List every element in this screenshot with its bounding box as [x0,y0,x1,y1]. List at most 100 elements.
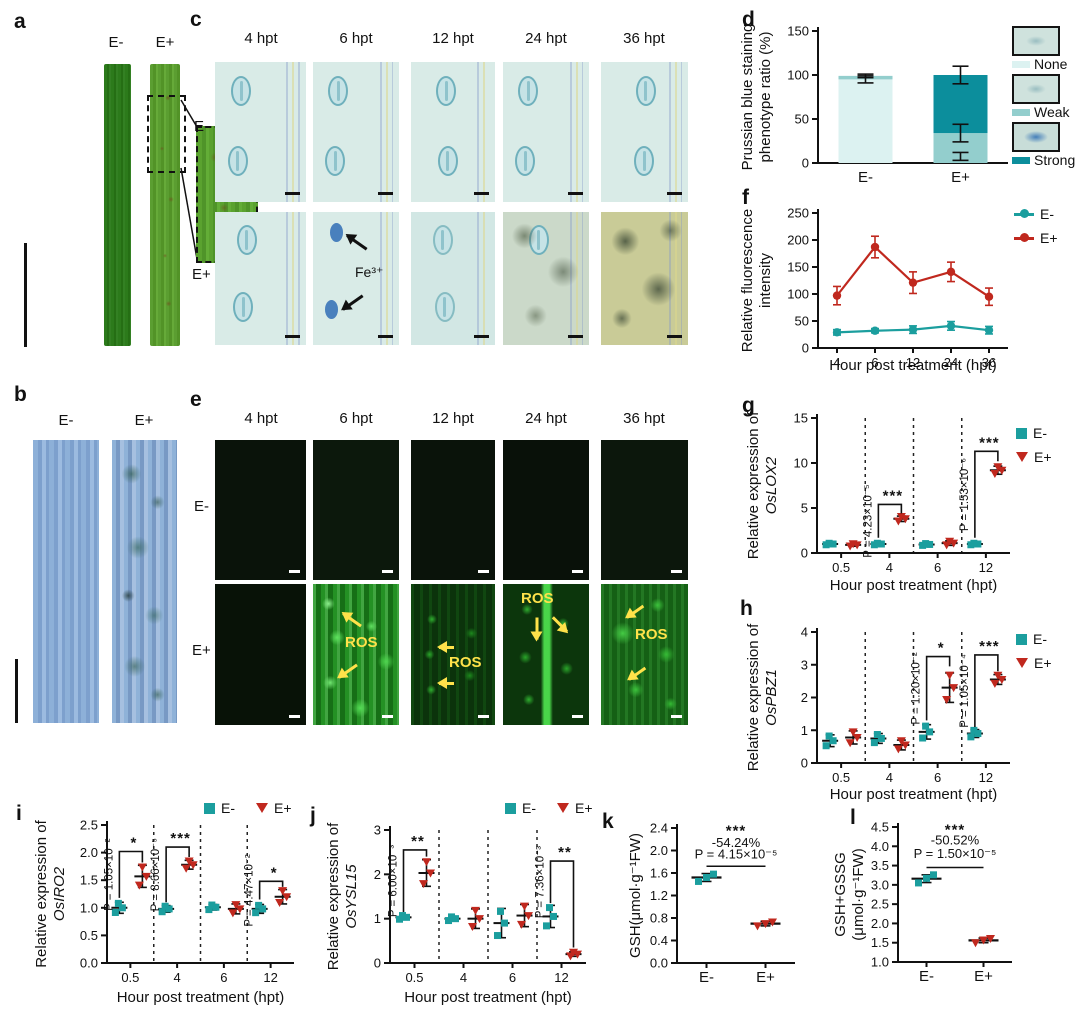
svg-text:P = 1.50×10⁻⁵: P = 1.50×10⁻⁵ [914,846,997,861]
micrograph-c-eplus-4hpt [215,212,306,345]
svg-text:6: 6 [871,355,878,370]
chart-prussian-blue-ratio: 0 50 100 150 E- E+ Prussian blue staining pheno… [739,24,1008,186]
legend-weak-label: Weak [1034,104,1070,120]
svg-text:3: 3 [374,823,381,838]
d-bar-Strong [933,75,988,134]
svg-text:1.6: 1.6 [650,866,668,881]
eplus-triangle-marker [256,803,268,813]
eplus-label: E+ [1034,655,1052,671]
svg-text:3: 3 [801,657,808,672]
svg-text:P = 4.23×10⁻⁵: P = 4.23×10⁻⁵ [862,484,874,558]
svg-text:1.5: 1.5 [871,935,889,950]
micrograph-c-eminus-6hpt [313,62,399,202]
scale-bar [289,570,300,573]
none-swatch [1012,60,1030,68]
svg-text:4.0: 4.0 [871,839,889,854]
eminus-label: E- [1033,631,1047,647]
svg-text:E+: E+ [974,968,993,985]
svg-text:***: *** [945,822,966,839]
fluor-eplus-24hpt: ROS [503,584,589,725]
svg-text:2: 2 [801,690,808,705]
svg-text:OsPBZ1: OsPBZ1 [763,669,780,726]
panel-a-col-eminus: E- [108,34,124,51]
svg-text:Hour post treatment (hpt): Hour post treatment (hpt) [117,989,285,1006]
j-series-E+ [418,858,582,961]
panel-e-header-36hpt: 36 hpt [623,410,665,427]
h-series-E- [822,722,983,750]
svg-text:250: 250 [787,206,809,221]
h-series-E+ [845,671,1007,754]
svg-text:P = 4.47×10⁻²: P = 4.47×10⁻² [244,854,256,927]
svg-text:1.2: 1.2 [650,888,668,903]
panel-k-label: k [602,810,614,833]
fluor-eminus-36hpt [601,440,688,580]
i-series-E+ [134,857,292,918]
svg-text:0: 0 [802,156,809,171]
svg-text:2.0: 2.0 [80,845,98,860]
chart-osiro2-expression: 0.0 0.5 1.0 1.5 2.0 2.5 0.5 4 6 12 * P = 1.05×10⁻² *… [33,818,294,1006]
svg-text:1.5: 1.5 [80,873,98,888]
leaf-image-eminus [104,64,131,346]
fluor-eminus-4hpt [215,440,306,580]
legend-i-eminus: E- [204,800,235,816]
svg-text:GSH(μmol·g⁻¹FW): GSH(μmol·g⁻¹FW) [627,833,644,958]
eminus-square-marker [505,802,516,814]
legend-h-eminus: E- [1016,631,1047,647]
svg-text:P = 1.20×10⁻²: P = 1.20×10⁻² [911,652,923,725]
eplus-label: E+ [274,800,292,816]
svg-text:-54.24%: -54.24% [712,835,761,850]
svg-text:200: 200 [787,233,809,248]
panel-f-label: f [742,186,749,209]
svg-text:P = 1.05×10⁻²: P = 1.05×10⁻² [103,838,115,911]
svg-text:Relative fluorescence: Relative fluorescence [739,209,756,352]
weak-swatch [1012,108,1030,116]
panel-e-header-4hpt: 4 hpt [244,410,278,427]
fe-arrow-bottom [342,294,364,311]
fe-arrow-top [346,234,368,251]
panel-b-label: b [14,383,27,406]
svg-text:2.4: 2.4 [650,821,668,836]
svg-text:Hour post treatment (hpt): Hour post treatment (hpt) [830,577,998,594]
eminus-label: E- [221,800,235,816]
svg-text:2.5: 2.5 [80,818,98,833]
svg-text:E-: E- [919,968,934,985]
scale-bar [285,192,300,195]
panel-e-label: e [190,388,202,411]
svg-text:E+: E+ [951,169,970,186]
svg-text:0.4: 0.4 [650,933,668,948]
svg-text:2.0: 2.0 [650,843,668,858]
svg-text:4: 4 [833,355,840,370]
micrograph-c-eminus-24hpt [503,62,589,202]
panel-d-label: d [742,8,755,31]
svg-text:P = 7.36×10⁻³: P = 7.36×10⁻³ [535,846,547,919]
svg-text:**: ** [411,833,425,850]
svg-text:Hour post treatment (hpt): Hour post treatment (hpt) [404,989,572,1006]
legend-j-eminus: E- [505,800,536,816]
chart-fluorescence-intensity: 0 50 100 150 200 250 4 6 12 24 36 Relative fluoresc… [739,206,1008,374]
panel-l-label: l [850,806,856,829]
inset-connector-lines [180,99,198,260]
svg-text:*: * [271,864,278,881]
g-series-E- [822,539,983,549]
panel-c-label: c [190,8,202,31]
svg-text:50: 50 [795,112,809,127]
panel-c-row-eminus: E- [194,118,209,135]
l-series-E- [911,871,942,887]
trypan-blue-leaf-eminus [33,440,99,723]
svg-text:***: *** [170,830,191,847]
legend-item-strong: Strong [1012,152,1075,168]
ros-label: ROS [449,654,482,671]
zoom-region-box [147,95,186,173]
svg-text:0.0: 0.0 [80,956,98,971]
fluor-eplus-6hpt: ROS [313,584,399,725]
legend-i-eplus: E+ [256,800,292,816]
svg-text:E-: E- [699,969,714,986]
ros-arrow [628,666,647,681]
svg-text:2.5: 2.5 [871,897,889,912]
svg-text:150: 150 [787,24,809,39]
panel-c-header-4hpt: 4 hpt [244,30,278,47]
panel-g-label: g [742,394,755,417]
f-series-E- [832,320,994,337]
